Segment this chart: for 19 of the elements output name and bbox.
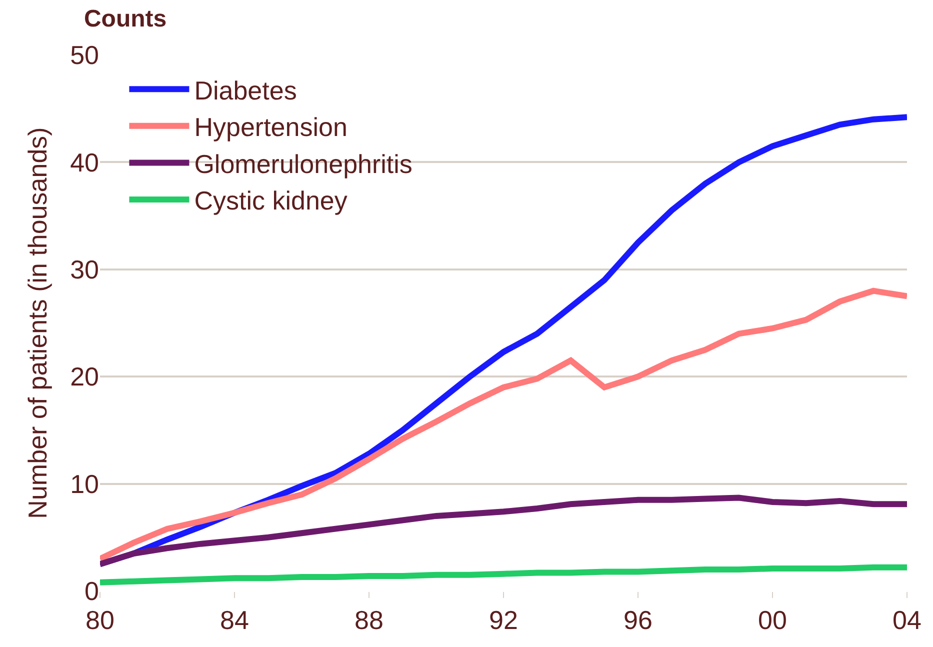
x-tick-label: 92: [489, 605, 518, 636]
y-axis-title: Number of patients (in thousands): [22, 127, 52, 519]
x-tick-label: 88: [354, 605, 384, 636]
y-tick-label: 10: [70, 468, 99, 499]
y-tick-label: 20: [70, 362, 99, 392]
x-tick-label: 84: [220, 605, 249, 636]
y-tick-label: 30: [70, 254, 99, 284]
y-tick-label: 0: [84, 576, 99, 606]
legend-label: Hypertension: [194, 112, 348, 142]
x-tick-label: 04: [892, 605, 922, 636]
legend-label: Cystic kidney: [194, 186, 348, 216]
chart-title: Counts: [84, 6, 167, 33]
x-tick-label: 80: [86, 605, 114, 636]
y-tick-label: 50: [70, 40, 99, 70]
legend-label: Glomerulonephritis: [194, 148, 412, 179]
x-tick-label: 96: [624, 605, 652, 636]
legend-label: Diabetes: [194, 75, 297, 106]
y-tick-label: 40: [70, 147, 99, 178]
x-tick-label: 00: [758, 605, 787, 636]
